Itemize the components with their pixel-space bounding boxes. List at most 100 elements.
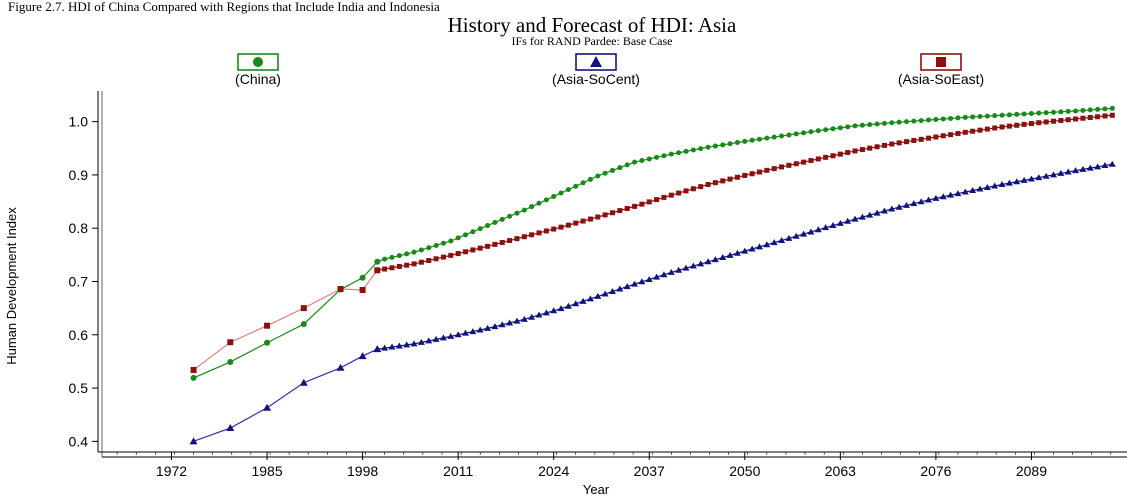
- data-point: [866, 211, 874, 218]
- data-point: [785, 234, 793, 241]
- x-tick-label: 1998: [347, 463, 378, 479]
- data-point: [587, 176, 593, 182]
- data-point: [947, 191, 955, 198]
- data-point: [932, 194, 940, 201]
- data-point: [404, 251, 410, 257]
- data-point: [793, 161, 799, 167]
- data-point: [1087, 107, 1093, 113]
- data-point: [690, 186, 696, 192]
- data-point: [580, 218, 586, 224]
- y-axis-label: Human Development Index: [4, 207, 19, 365]
- data-point: [764, 135, 770, 141]
- data-point: [712, 143, 718, 149]
- data-point: [976, 185, 984, 192]
- data-point: [992, 113, 998, 119]
- data-point: [477, 226, 483, 232]
- data-point: [940, 116, 946, 122]
- data-point: [1028, 111, 1034, 117]
- data-point: [1080, 107, 1086, 113]
- data-point: [418, 259, 424, 265]
- legend-item: (Asia-SoEast): [898, 53, 984, 87]
- data-point: [601, 290, 609, 297]
- data-point: [580, 180, 586, 186]
- data-point: [227, 339, 234, 346]
- data-point: [675, 266, 683, 273]
- y-tick-label: 1.0: [69, 114, 89, 130]
- data-point: [448, 238, 454, 244]
- legend-item: (Asia-SoCent): [552, 53, 640, 87]
- data-point: [337, 285, 344, 292]
- data-point: [426, 257, 432, 263]
- data-point: [374, 267, 380, 273]
- data-point: [646, 156, 652, 162]
- data-point: [498, 321, 506, 328]
- data-point: [896, 140, 902, 146]
- data-point: [536, 230, 542, 236]
- data-point: [253, 57, 263, 67]
- series-asia-socent: [189, 160, 1116, 445]
- data-point: [520, 315, 528, 322]
- data-point: [1079, 165, 1087, 172]
- data-point: [491, 323, 499, 330]
- legend-label: (China): [235, 71, 281, 87]
- data-point: [837, 151, 843, 157]
- data-point: [807, 228, 815, 235]
- data-point: [469, 328, 477, 335]
- data-point: [734, 140, 740, 146]
- data-point: [977, 114, 983, 120]
- data-point: [470, 247, 476, 253]
- data-point: [991, 182, 999, 189]
- data-point: [880, 207, 888, 214]
- data-point: [881, 142, 887, 148]
- data-point: [852, 123, 858, 129]
- data-point: [586, 295, 594, 302]
- data-point: [690, 147, 696, 153]
- data-point: [955, 115, 961, 121]
- data-point: [926, 135, 932, 141]
- data-point: [719, 254, 727, 261]
- data-point: [543, 228, 549, 234]
- data-point: [1050, 171, 1057, 178]
- data-point: [455, 251, 461, 257]
- data-point: [506, 319, 514, 326]
- data-point: [726, 251, 734, 258]
- data-point: [874, 144, 880, 150]
- data-point: [543, 197, 549, 203]
- data-point: [1027, 175, 1035, 182]
- data-point: [917, 198, 925, 205]
- data-point: [521, 207, 527, 213]
- data-point: [933, 134, 939, 140]
- data-point: [962, 114, 968, 120]
- history-line: [193, 261, 378, 379]
- data-point: [999, 124, 1005, 130]
- data-point: [359, 287, 366, 294]
- data-point: [639, 201, 645, 207]
- data-point: [1051, 118, 1056, 124]
- data-point: [697, 260, 705, 267]
- data-point: [881, 120, 887, 126]
- x-axis-label: Year: [583, 482, 610, 497]
- data-point: [410, 340, 418, 347]
- data-point: [1043, 110, 1049, 116]
- y-tick-label: 0.6: [69, 327, 89, 343]
- data-point: [998, 181, 1006, 188]
- data-point: [499, 239, 505, 245]
- data-point: [727, 141, 733, 147]
- data-point: [918, 136, 924, 142]
- data-point: [433, 256, 439, 262]
- data-point: [801, 159, 807, 165]
- data-point: [845, 150, 851, 156]
- data-point: [948, 115, 954, 121]
- data-point: [595, 214, 601, 220]
- data-point: [992, 125, 998, 131]
- data-point: [190, 366, 197, 373]
- data-point: [579, 297, 587, 304]
- data-point: [1006, 123, 1012, 129]
- axes: 0.4 0.5 0.6 0.7 0.8 0.9 1.0 1972 1985 1998 2011 202…: [69, 91, 1127, 479]
- x-tick-label: 2011: [443, 463, 473, 479]
- data-point: [623, 283, 631, 290]
- data-point: [617, 165, 623, 171]
- x-tick-label: 2076: [920, 463, 951, 479]
- data-point: [749, 171, 755, 177]
- data-point: [632, 203, 638, 209]
